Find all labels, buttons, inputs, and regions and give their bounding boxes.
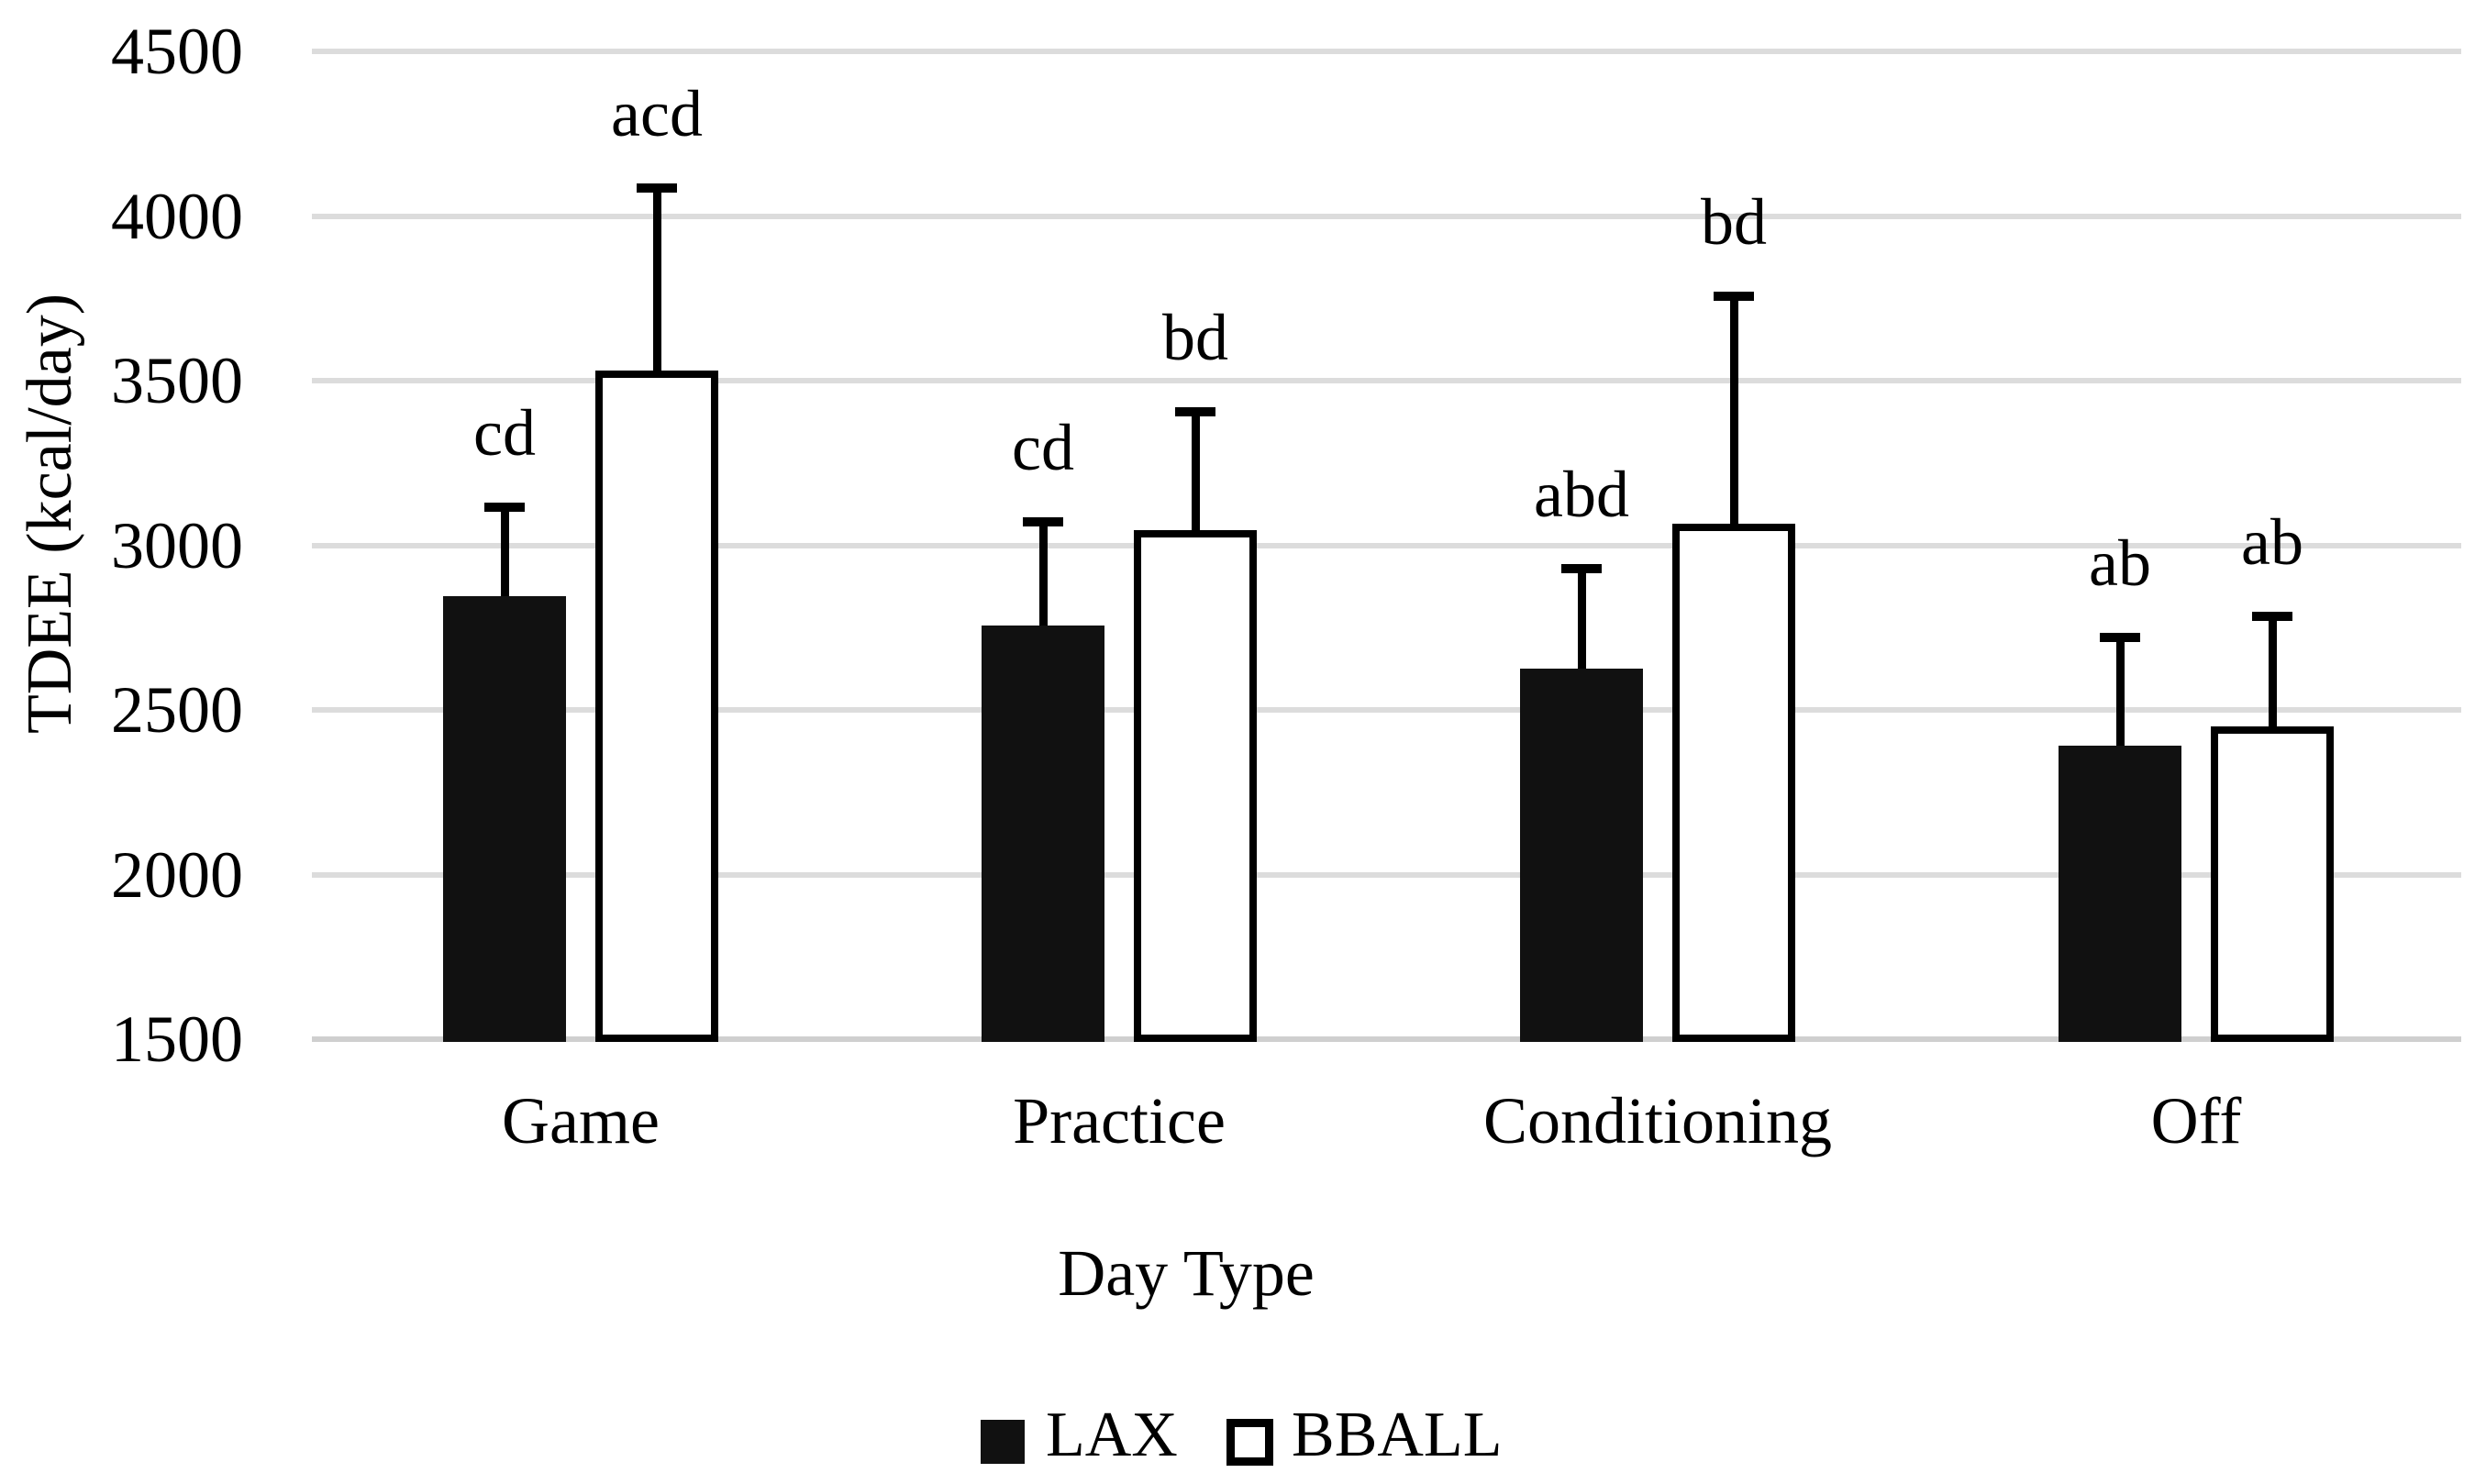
bar-lax-game <box>443 596 566 1042</box>
bar-lax-conditioning <box>1520 669 1643 1042</box>
error-cap-bball-game <box>637 183 677 193</box>
bar-lax-off <box>2059 746 2181 1042</box>
sig-label-bball-game: acd <box>611 76 703 150</box>
bar-lax-practice <box>982 626 1104 1042</box>
error-whisker-lax-conditioning <box>1578 568 1586 670</box>
y-tick-label-1500: 1500 <box>111 1002 243 1076</box>
error-cap-bball-conditioning <box>1714 292 1754 302</box>
y-tick-label-4000: 4000 <box>111 179 243 253</box>
error-cap-bball-practice <box>1175 407 1215 417</box>
error-whisker-lax-off <box>2116 637 2125 747</box>
y-tick-label-2500: 2500 <box>111 673 243 747</box>
x-category-label-off: Off <box>2150 1084 2242 1157</box>
x-axis-title: Day Type <box>1058 1236 1315 1310</box>
y-tick-label-3000: 3000 <box>111 508 243 582</box>
error-whisker-bball-game <box>653 187 661 371</box>
x-category-label-practice: Practice <box>1013 1084 1226 1157</box>
error-whisker-bball-conditioning <box>1730 296 1738 525</box>
legend-swatch-lax <box>981 1420 1025 1464</box>
bar-bball-game <box>595 371 718 1042</box>
sig-label-bball-conditioning: bd <box>1701 185 1767 260</box>
error-cap-lax-practice <box>1023 517 1063 527</box>
y-tick-label-3500: 3500 <box>111 344 243 417</box>
error-cap-lax-game <box>484 503 525 513</box>
y-tick-label-2000: 2000 <box>111 837 243 912</box>
error-cap-lax-conditioning <box>1561 563 1602 573</box>
error-cap-bball-off <box>2252 611 2292 621</box>
sig-label-lax-game: cd <box>473 396 536 471</box>
legend-swatch-bball <box>1226 1419 1273 1466</box>
x-category-label-game: Game <box>502 1084 660 1157</box>
gridline-4000 <box>312 213 2461 219</box>
x-category-label-conditioning: Conditioning <box>1482 1084 1833 1157</box>
bar-bball-practice <box>1134 530 1257 1042</box>
bar-bball-conditioning <box>1672 524 1795 1042</box>
gridline-2500 <box>312 707 2461 713</box>
error-whisker-lax-practice <box>1039 522 1048 626</box>
gridline-4500 <box>312 49 2461 54</box>
sig-label-lax-off: ab <box>2089 526 2151 601</box>
y-tick-label-4500: 4500 <box>111 15 243 88</box>
sig-label-bball-practice: bd <box>1162 301 1228 375</box>
legend-label-lax: LAX <box>1046 1400 1178 1470</box>
error-whisker-bball-practice <box>1192 412 1200 531</box>
error-cap-lax-off <box>2100 633 2140 643</box>
gridline-3500 <box>312 378 2461 383</box>
gridline-1500 <box>312 1036 2461 1042</box>
error-whisker-lax-game <box>501 507 509 597</box>
sig-label-lax-practice: cd <box>1012 411 1074 485</box>
sig-label-lax-conditioning: abd <box>1534 457 1629 531</box>
gridline-3000 <box>312 542 2461 548</box>
legend-label-bball: BBALL <box>1292 1400 1503 1470</box>
gridline-2000 <box>312 871 2461 878</box>
error-whisker-bball-off <box>2269 615 2277 726</box>
sig-label-bball-off: ab <box>2241 504 2303 579</box>
bar-bball-off <box>2211 725 2334 1042</box>
